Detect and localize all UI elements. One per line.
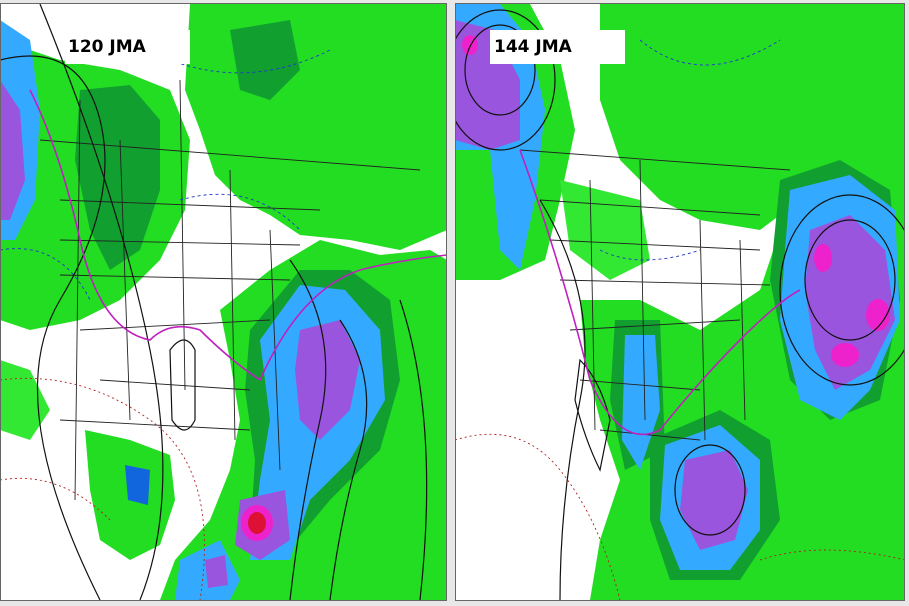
precip-blue [622, 335, 660, 470]
state-borders [519, 149, 791, 441]
isobars [289, 259, 327, 600]
panel-label: 144 JMA [494, 37, 573, 57]
label-box [65, 30, 190, 64]
isobars [779, 194, 905, 386]
panel-frame [455, 3, 905, 601]
panel-right-map [455, 4, 905, 600]
state-borders [519, 149, 791, 441]
precip-purple [0, 80, 25, 220]
isobars [169, 339, 196, 431]
isobars [0, 4, 428, 600]
precip-magenta [831, 343, 859, 367]
freezing-line [29, 89, 447, 382]
precip-magenta [462, 35, 890, 367]
precip-magenta [866, 299, 890, 331]
label-box [490, 30, 625, 64]
isobars [455, 9, 905, 600]
precip-blue [125, 465, 150, 505]
isobars [539, 199, 586, 600]
precip-green [0, 360, 50, 440]
isobars [464, 24, 536, 116]
precip-purple [295, 320, 360, 440]
panel-left-map [0, 4, 447, 600]
precip-darkgreen [230, 20, 300, 100]
precip-purple [205, 555, 228, 588]
isobars [674, 444, 746, 536]
thickness-red [0, 377, 205, 600]
isobars [804, 219, 896, 341]
isobars [329, 319, 368, 600]
isobars [399, 299, 428, 600]
freezing-line [519, 149, 801, 436]
precip-magenta [248, 512, 266, 534]
panel-frame [0, 3, 447, 601]
thickness-blue [0, 49, 331, 301]
isobars [0, 55, 106, 600]
isobars [455, 9, 556, 151]
precip-purple [0, 80, 360, 588]
precip-magenta [814, 244, 832, 272]
isobars [39, 4, 164, 600]
precip-purple [680, 450, 748, 550]
precip-darkgreen [75, 85, 160, 270]
isobars [574, 358, 611, 472]
precip-green [560, 180, 650, 280]
precip-magenta [241, 505, 273, 541]
panel-label: 120 JMA [68, 37, 147, 57]
